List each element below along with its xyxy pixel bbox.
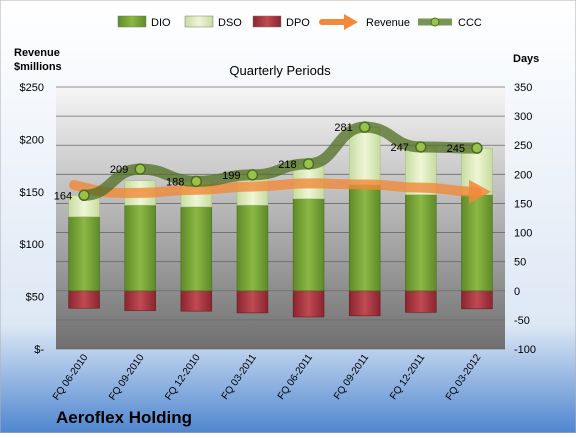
legend-swatch-dso [184,15,214,28]
ccc-point [190,175,203,188]
dio-bar [461,194,493,292]
dpo-bar [461,290,493,310]
dpo-bar [68,290,100,309]
dio-bar [124,204,156,292]
dio-bar [180,206,213,292]
ccc-point [134,163,146,175]
left-tick-label: $- [34,344,44,356]
ccc-data-label: 199 [222,170,240,182]
legend-ccc-marker [430,17,440,27]
ccc-data-label: 164 [54,190,72,202]
right-tick-label: 200 [514,169,532,181]
ccc-point [302,158,315,170]
ccc-point [358,121,371,133]
dpo-bar [236,290,269,314]
legend-swatch-dio [117,15,147,28]
dpo-bar [124,290,156,311]
ccc-data-label: 218 [278,159,296,171]
left-axis-label-line2: $millions [14,61,62,73]
legend-arrowhead [344,14,358,30]
right-tick-label: 300 [514,111,532,123]
ccc-data-label: 245 [447,143,465,155]
legend-swatch-dpo [252,15,282,28]
right-tick-label: -50 [514,315,530,327]
right-axis-ticks: -100 -50 0 50 100 150 200 250 300 350 [514,82,536,356]
left-tick-label: $50 [26,292,44,304]
ccc-point [415,141,427,153]
dso-bar [348,126,381,186]
right-tick-label: 100 [514,228,532,240]
ccc-data-label: 281 [334,122,352,134]
legend-label: DIO [151,17,171,29]
left-axis-ticks: $- $50 $100 $150 $200 $250 [20,82,45,356]
legend-label: Revenue [366,17,410,29]
dio-bar [236,204,269,292]
chart-title: Quarterly Periods [229,63,331,78]
revenue-series [69,178,491,204]
right-tick-label: -100 [514,344,536,356]
legend-label: DSO [218,17,242,29]
plot-area [56,87,505,349]
ccc-data-label: 209 [110,164,128,176]
right-tick-label: 150 [514,198,532,210]
revenue-arrowhead [468,179,491,204]
bars-group [68,126,493,318]
legend-label: DPO [286,17,310,29]
dpo-bar [292,290,325,318]
dpo-bar [405,290,437,313]
right-tick-label: 250 [514,140,532,152]
dpo-bar [348,290,381,317]
company-name: Aeroflex Holding [56,408,192,427]
ccc-series: 164 209 188 199 218 281 247 245 [54,121,483,202]
legend: DIO DSO DPO Revenue CCC [117,14,482,30]
ccc-point [78,189,90,202]
dio-bar [292,198,325,292]
right-tick-label: 350 [514,82,532,94]
dio-bar [68,216,100,292]
ccc-data-label: 247 [390,142,408,154]
right-tick-label: 50 [514,257,526,269]
ccc-data-label: 188 [166,176,184,188]
left-tick-label: $200 [20,134,44,146]
legend-label: CCC [458,17,482,29]
left-axis-label-line1: Revenue [14,47,60,59]
left-tick-label: $150 [20,187,44,199]
right-tick-label: 0 [514,286,520,298]
revenue-line [69,178,482,199]
left-tick-label: $100 [20,239,44,251]
dpo-bar [180,290,213,312]
dio-bar [405,194,437,292]
ccc-point [246,169,259,181]
ccc-point [471,142,483,154]
right-axis-label: Days [513,53,539,65]
dio-bar [348,184,381,292]
left-tick-label: $250 [20,82,44,94]
